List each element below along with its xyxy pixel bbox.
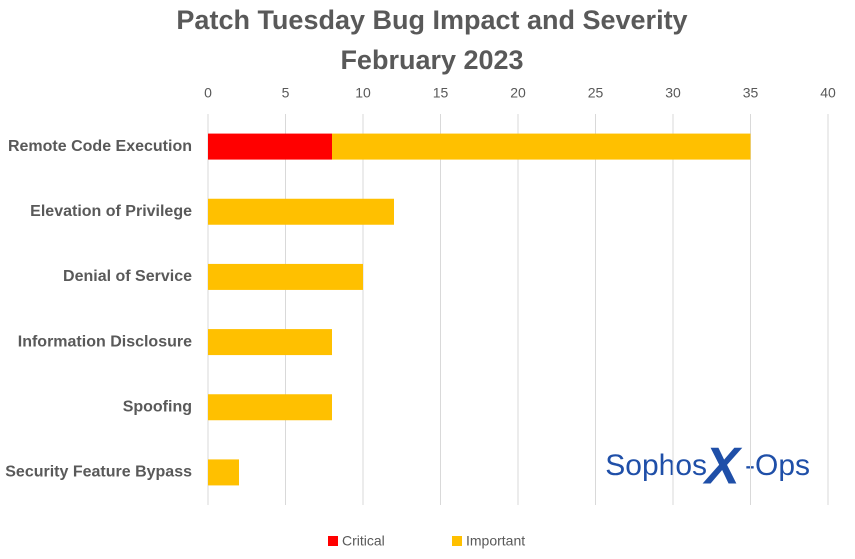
logo-text: -Ops (745, 449, 810, 482)
y-tick-label: Security Feature Bypass (5, 464, 192, 481)
legend-swatch (328, 536, 338, 546)
bar-segment (208, 459, 239, 486)
chart-title: Patch Tuesday Bug Impact and Severity (176, 5, 687, 35)
x-tick-label: 0 (204, 85, 212, 101)
x-tick-label: 30 (665, 85, 681, 101)
bar-segment (208, 394, 332, 421)
x-tick-label: 5 (282, 85, 290, 101)
bar-segment (208, 198, 394, 225)
logo-text: Sophos (605, 449, 707, 482)
x-tick-label: 35 (743, 85, 759, 101)
bar-segment (208, 329, 332, 356)
x-tick-label: 25 (588, 85, 604, 101)
bar-segment (208, 263, 363, 290)
legend-label: Critical (342, 533, 385, 549)
chart-subtitle: February 2023 (340, 45, 523, 75)
x-tick-label: 40 (820, 85, 836, 101)
legend-label: Important (466, 533, 525, 549)
logo-x: X (702, 438, 743, 496)
y-tick-label: Elevation of Privilege (30, 203, 192, 220)
bar-segment (208, 133, 332, 160)
x-tick-label: 20 (510, 85, 526, 101)
y-tick-label: Information Disclosure (18, 333, 192, 350)
x-tick-label: 15 (433, 85, 449, 101)
x-tick-label: 10 (355, 85, 371, 101)
legend-swatch (452, 536, 462, 546)
bar-segment (332, 133, 751, 160)
y-tick-label: Denial of Service (63, 268, 192, 285)
y-tick-label: Remote Code Execution (8, 138, 192, 155)
y-tick-label: Spoofing (123, 398, 192, 415)
